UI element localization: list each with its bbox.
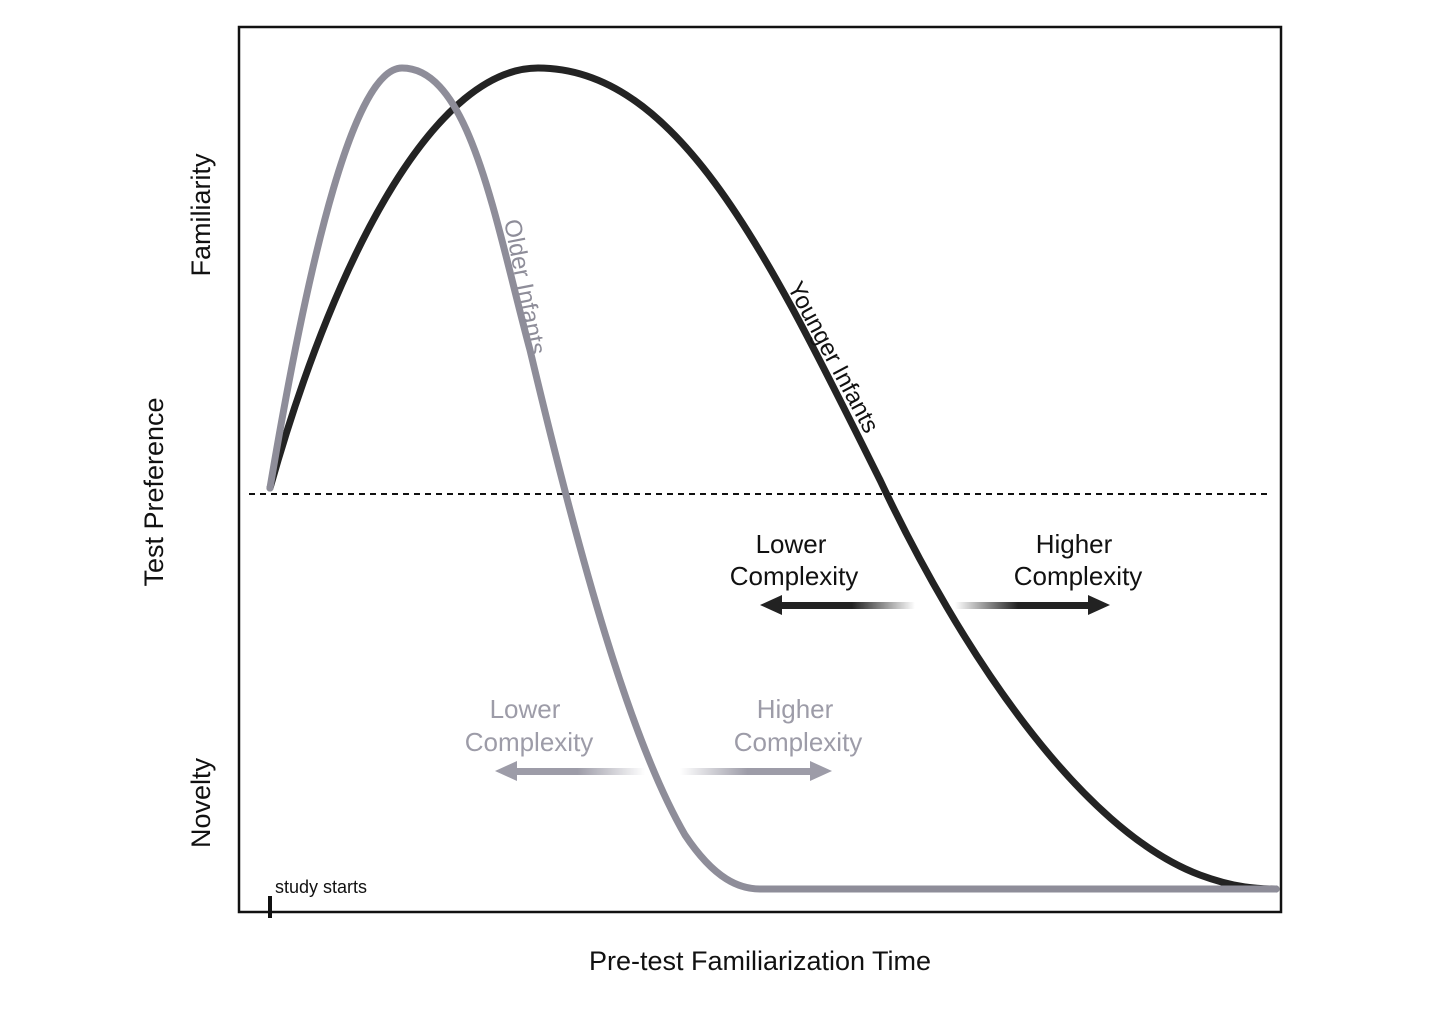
dark-higher-complexity-line1: Higher bbox=[1036, 529, 1113, 559]
dark-lower-complexity-line2: Complexity bbox=[730, 561, 859, 591]
y-axis-label: Test Preference bbox=[139, 397, 169, 586]
dark-higher-arrowhead bbox=[1088, 595, 1110, 615]
dark-lower-arrowhead bbox=[760, 595, 782, 615]
light-lower-arrow-shaft bbox=[510, 768, 645, 775]
dark-higher-arrow-shaft bbox=[955, 602, 1095, 609]
study-start-label: study starts bbox=[275, 877, 367, 897]
younger-infants-label: Younger Infants bbox=[782, 277, 884, 437]
dark-lower-complexity-line1: Lower bbox=[756, 529, 827, 559]
x-axis-label: Pre-test Familiarization Time bbox=[589, 946, 931, 976]
y-bottom-label: Novelty bbox=[186, 757, 216, 848]
younger-infants-curve bbox=[266, 64, 1280, 893]
light-higher-arrow-shaft bbox=[680, 768, 815, 775]
light-higher-complexity-line2: Complexity bbox=[734, 727, 863, 757]
plot-frame bbox=[237, 25, 1283, 914]
light-higher-complexity-line1: Higher bbox=[757, 694, 834, 724]
light-lower-complexity-line1: Lower bbox=[490, 694, 561, 724]
light-lower-arrowhead bbox=[495, 761, 517, 781]
light-lower-complexity-line2: Complexity bbox=[465, 727, 594, 757]
dark-lower-arrow-shaft bbox=[775, 602, 915, 609]
dark-higher-complexity-line2: Complexity bbox=[1014, 561, 1143, 591]
older-infants-label: Older Infants bbox=[498, 217, 551, 357]
y-top-label: Familiarity bbox=[186, 153, 216, 277]
older-infants-curve bbox=[266, 64, 1280, 893]
light-higher-arrowhead bbox=[810, 761, 832, 781]
